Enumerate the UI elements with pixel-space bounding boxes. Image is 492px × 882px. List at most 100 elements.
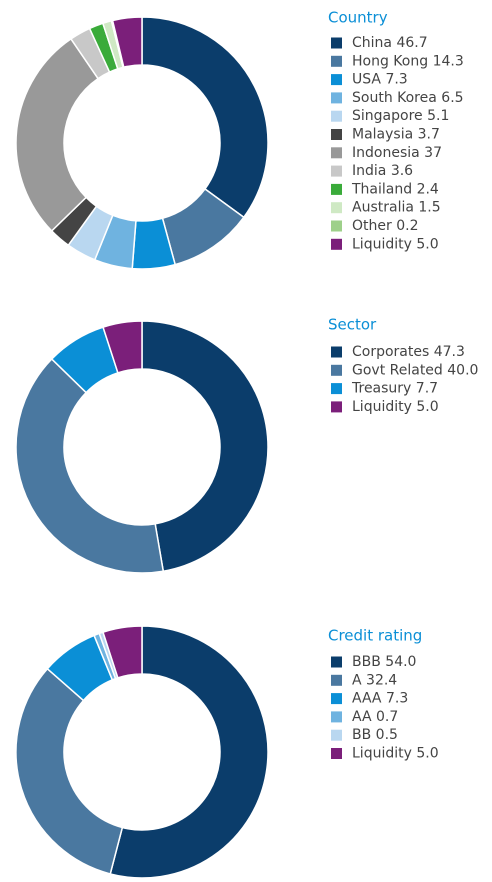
legend-value: 5.0 xyxy=(416,399,438,415)
legend-swatch xyxy=(331,346,342,358)
legend-value: 40.0 xyxy=(447,362,478,378)
legend-value: 7.3 xyxy=(386,691,408,707)
legend-swatch xyxy=(331,183,342,195)
legend-swatch xyxy=(331,110,342,122)
legend-entry: India 3.6 xyxy=(352,163,413,179)
legend-value: 14.3 xyxy=(433,53,464,69)
legend-entry: Liquidity 5.0 xyxy=(352,236,439,252)
legend-entry: Malaysia 3.7 xyxy=(352,127,440,143)
legend-swatch xyxy=(331,401,342,413)
legend-name: Other xyxy=(352,218,392,234)
legend-entry: Liquidity 5.0 xyxy=(352,746,439,762)
legend-name: AA xyxy=(352,709,372,725)
legend-swatch xyxy=(331,693,342,705)
legend-entry: Australia 1.5 xyxy=(352,200,441,216)
legend-value: 5.0 xyxy=(416,236,438,252)
legend-name: Thailand xyxy=(351,181,412,197)
legend-entry: Corporates 47.3 xyxy=(352,344,465,360)
legend-value: 32.4 xyxy=(366,672,397,688)
legend-entry: AAA 7.3 xyxy=(352,691,408,707)
legend-title: Sector xyxy=(328,316,377,334)
legend-entry: Singapore 5.1 xyxy=(352,108,449,124)
donut-slice xyxy=(15,667,124,875)
legend-name: Australia xyxy=(352,200,414,216)
legend-value: 0.7 xyxy=(376,709,398,725)
legend-name: India xyxy=(352,163,386,179)
legend-entry: Govt Related 40.0 xyxy=(352,362,478,378)
legend-name: AAA xyxy=(352,691,382,707)
legend-entry: Thailand 2.4 xyxy=(351,181,439,197)
legend-name: BBB xyxy=(352,654,381,670)
legend-name: China xyxy=(352,35,392,51)
legend-swatch xyxy=(331,220,342,232)
legend-entry: AA 0.7 xyxy=(352,709,398,725)
donut-slice xyxy=(15,357,165,574)
legend-name: A xyxy=(352,672,362,688)
legend-entry: Other 0.2 xyxy=(352,218,418,234)
legend-swatch xyxy=(331,674,342,686)
legend-value: 7.7 xyxy=(416,381,438,397)
legend-entry: China 46.7 xyxy=(352,35,428,51)
legend-entry: BB 0.5 xyxy=(352,727,398,743)
legend-swatch xyxy=(331,55,342,67)
legend-swatch xyxy=(331,729,342,741)
legend-name: Liquidity xyxy=(352,746,412,762)
legend-entry: Hong Kong 14.3 xyxy=(352,53,464,69)
legend-entry: Treasury 7.7 xyxy=(351,381,438,397)
legend-value: 6.5 xyxy=(441,90,463,106)
legend-value: 0.2 xyxy=(396,218,418,234)
legend-value: 2.4 xyxy=(417,181,439,197)
legend-name: Malaysia xyxy=(352,127,413,143)
legend-name: Singapore xyxy=(352,108,423,124)
legend-value: 5.1 xyxy=(427,108,449,124)
legend-entry: Indonesia 37 xyxy=(352,145,442,161)
legend-swatch xyxy=(331,656,342,668)
legend-title: Country xyxy=(328,9,388,27)
donut-slice xyxy=(102,320,143,374)
legend-value: 3.6 xyxy=(391,163,413,179)
legend-name: Govt Related xyxy=(352,362,443,378)
legend-name: Liquidity xyxy=(352,236,412,252)
legend-swatch xyxy=(331,74,342,86)
donut-slice xyxy=(15,37,100,232)
legend-entry: BBB 54.0 xyxy=(352,654,416,670)
legend-value: 5.0 xyxy=(416,746,438,762)
legend-name: BB xyxy=(352,727,371,743)
donut-slice xyxy=(141,16,269,219)
donut-slice xyxy=(109,625,269,879)
donut-slice xyxy=(111,16,143,69)
legend-swatch xyxy=(331,748,342,759)
legend-entry: Liquidity 5.0 xyxy=(352,399,439,415)
legend-swatch xyxy=(331,147,342,159)
legend-value: 3.7 xyxy=(418,127,440,143)
legend-name: Corporates xyxy=(352,344,429,360)
legend-value: 0.5 xyxy=(376,727,398,743)
legend-entry: USA 7.3 xyxy=(352,72,408,88)
legend-name: Treasury xyxy=(351,381,411,397)
legend-name: Hong Kong xyxy=(352,53,428,69)
legend-value: 46.7 xyxy=(396,35,427,51)
legend-value: 47.3 xyxy=(434,344,465,360)
legend-entry: South Korea 6.5 xyxy=(352,90,464,106)
legend-swatch xyxy=(331,383,342,395)
legend-value: 7.3 xyxy=(385,72,407,88)
legend-swatch xyxy=(331,202,342,214)
legend-swatch xyxy=(331,37,342,49)
donut-slice xyxy=(141,320,269,573)
legend-swatch xyxy=(331,129,342,140)
legend-name: Liquidity xyxy=(352,399,412,415)
legend-swatch xyxy=(331,711,342,723)
legend-swatch xyxy=(331,238,342,250)
legend-value: 1.5 xyxy=(418,200,440,216)
donut-slice xyxy=(102,625,143,679)
legend-name: South Korea xyxy=(352,90,437,106)
legend-name: USA xyxy=(352,72,381,88)
legend-value: 54.0 xyxy=(385,654,416,670)
legend-title: Credit rating xyxy=(328,627,422,645)
legend-value: 37 xyxy=(424,145,442,161)
legend-swatch xyxy=(331,364,342,376)
legend-name: Indonesia xyxy=(352,145,420,161)
legend-swatch xyxy=(331,92,342,104)
legend-swatch xyxy=(331,165,342,177)
